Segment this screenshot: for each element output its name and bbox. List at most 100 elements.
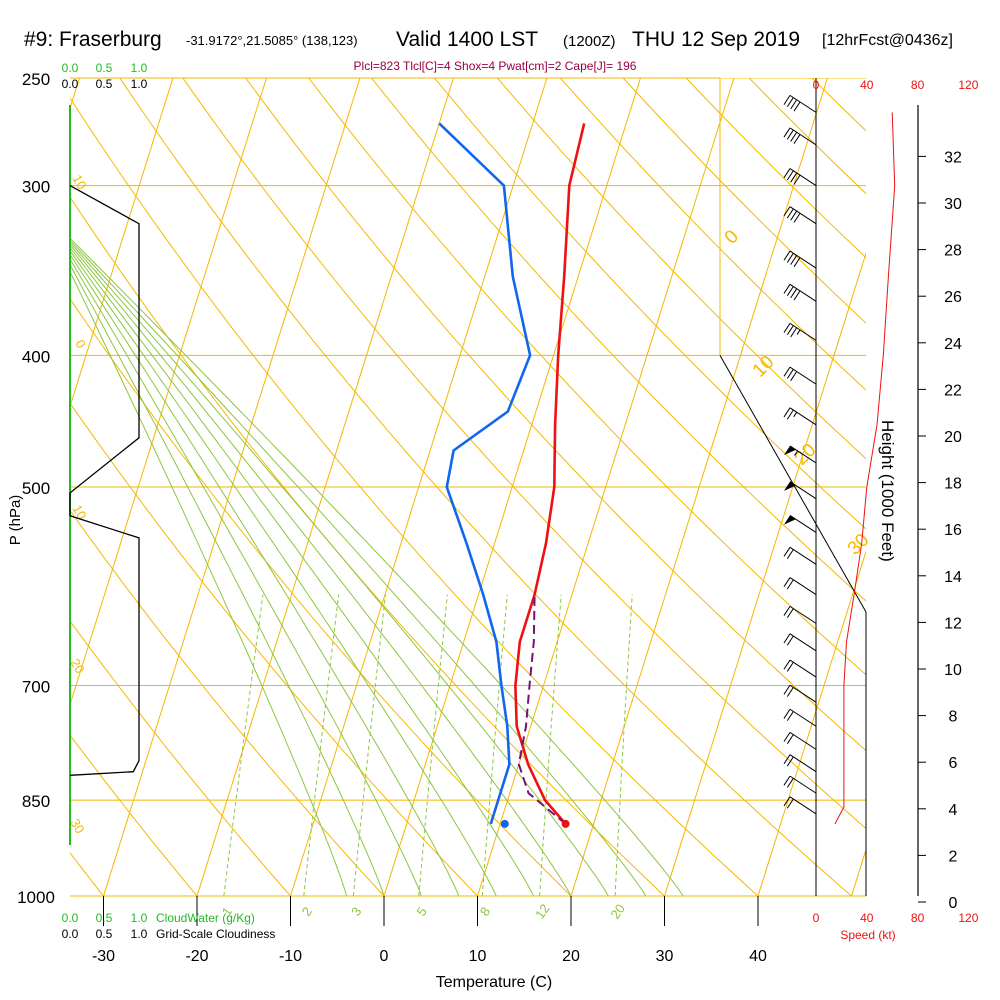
wind-barb-flag	[786, 549, 794, 559]
cloud-water-axis-label: CloudWater (g/Kg)	[156, 911, 255, 925]
chart-header: #9: Fraserburg -31.9172°,21.5085° (138,1…	[0, 0, 1000, 60]
wind-barb	[783, 775, 817, 794]
height-axis-label: Height (1000 Feet)	[878, 420, 897, 562]
cloudiness-tick-label: 1.0	[131, 927, 148, 941]
moist-adiabat	[70, 239, 647, 896]
mixing-ratio-label: 2	[298, 904, 314, 919]
isotherm	[757, 549, 866, 896]
dry-adiabat	[371, 78, 866, 602]
pressure-tick-label: 400	[22, 347, 50, 366]
wind-barb-flag	[786, 286, 794, 296]
height-tick-label: 32	[944, 149, 962, 166]
wind-barb-flag	[783, 754, 791, 765]
temperature-line	[514, 123, 586, 825]
wind-barb	[783, 731, 817, 750]
wind-barb-shaft	[789, 206, 817, 225]
temperature-axis-label: Temperature (C)	[436, 974, 552, 991]
cloud-water-tick-label: 0.0	[62, 911, 79, 925]
wind-barb-flag	[786, 129, 794, 140]
wind-barb	[783, 605, 817, 624]
dry-adiabat	[559, 78, 866, 391]
wind-barb-flag	[786, 687, 794, 697]
wind-barb-flag	[786, 170, 794, 181]
wind-barb-shaft	[789, 481, 817, 500]
dry-adiabat	[70, 196, 665, 896]
forecast-info: [12hrFcst@0436z]	[822, 32, 953, 49]
wind-barb-flag	[786, 369, 794, 379]
wind-barb	[783, 407, 817, 426]
wind-barb	[783, 633, 817, 652]
wind-barb	[783, 445, 817, 464]
pressure-tick-label: 250	[22, 70, 50, 89]
wind-barb-flag	[793, 212, 801, 223]
isotherm	[196, 78, 454, 896]
height-tick-label: 16	[944, 522, 962, 539]
cloudiness-tick-label: 1.0	[131, 77, 148, 91]
wind-barb-shaft	[789, 407, 817, 426]
speed-tick-label: 120	[958, 911, 978, 925]
wind-barb-flag	[790, 327, 798, 338]
mixing-ratio-line	[481, 594, 508, 896]
dry-adiabat	[0, 78, 10, 896]
isotherm	[570, 78, 828, 896]
cloud-water-tick-label: 0.5	[96, 61, 113, 75]
wind-barb-flag	[783, 366, 791, 377]
wind-barb-flag	[786, 608, 794, 619]
dry-adiabat	[70, 620, 291, 896]
stability-indices: Plcl=823 Tlcl[C]=4 Shox=4 Pwat[cm]=2 Cap…	[354, 59, 637, 73]
wind-barb-flag	[783, 684, 791, 695]
wind-barb-shaft	[789, 168, 817, 186]
dry-adiabat	[308, 78, 866, 676]
wind-barb-shaft	[789, 605, 817, 624]
speed-tick-label: 40	[860, 911, 874, 925]
wind-barb-flag	[783, 633, 791, 644]
cloudiness-tick-label: 0.5	[96, 77, 113, 91]
moist-adiabat	[70, 263, 385, 896]
wind-barb-flag	[793, 257, 801, 268]
cloud-water-tick-label: 1.0	[131, 911, 148, 925]
isotherm	[383, 78, 641, 896]
height-tick-label: 22	[944, 382, 962, 399]
isotherm	[290, 78, 548, 896]
wind-barb-shaft	[789, 577, 817, 595]
surface-dewpoint-marker	[500, 819, 509, 828]
wind-barb-flag	[783, 577, 791, 588]
height-tick-label: 10	[944, 662, 962, 679]
temperature-tick-label: -20	[185, 948, 208, 965]
speed-tick-label: 0	[813, 78, 820, 92]
parcel-line	[517, 594, 567, 825]
cloudiness-axis-label: Grid-Scale Cloudiness	[156, 927, 275, 941]
dry-adiabat	[119, 78, 852, 896]
wind-barb-flag	[783, 407, 791, 418]
wind-barb-flag	[783, 168, 791, 179]
wind-barb-flag	[786, 798, 794, 809]
grid-lines	[0, 78, 866, 896]
dry-adiabat	[70, 509, 385, 896]
wind-barb-pennant	[783, 445, 796, 456]
wind-barb-flag	[786, 635, 794, 646]
wind-barb-flag	[783, 708, 791, 719]
height-tick-label: 26	[944, 289, 962, 306]
moist-adiabat	[70, 243, 572, 896]
dry-adiabat	[70, 97, 759, 896]
dry-adiabat	[70, 734, 198, 896]
height-tick-label: 14	[944, 569, 962, 586]
wind-barb-flag	[783, 775, 791, 786]
wind-barb-flag	[786, 661, 794, 672]
wind-barb-flag	[790, 172, 798, 183]
wind-barb-flag	[783, 659, 791, 670]
wind-barb-flag	[786, 711, 794, 721]
wind-barb-flag	[786, 756, 794, 767]
dry-adiabat-label: 20	[67, 656, 87, 676]
mixing-ratio-line	[223, 594, 264, 896]
wind-barb-shaft	[789, 775, 817, 794]
wind-barb-shaft	[789, 322, 817, 341]
surface-temperature-marker	[561, 819, 570, 828]
isotherm	[103, 78, 361, 896]
wind-barb-shaft	[789, 514, 817, 533]
speed-tick-label: 0	[813, 911, 820, 925]
wind-barb-shaft	[789, 684, 817, 703]
wind-barb-shaft	[789, 796, 817, 815]
pressure-axis-label: P (hPa)	[7, 495, 24, 546]
pressure-tick-label: 300	[22, 178, 50, 197]
